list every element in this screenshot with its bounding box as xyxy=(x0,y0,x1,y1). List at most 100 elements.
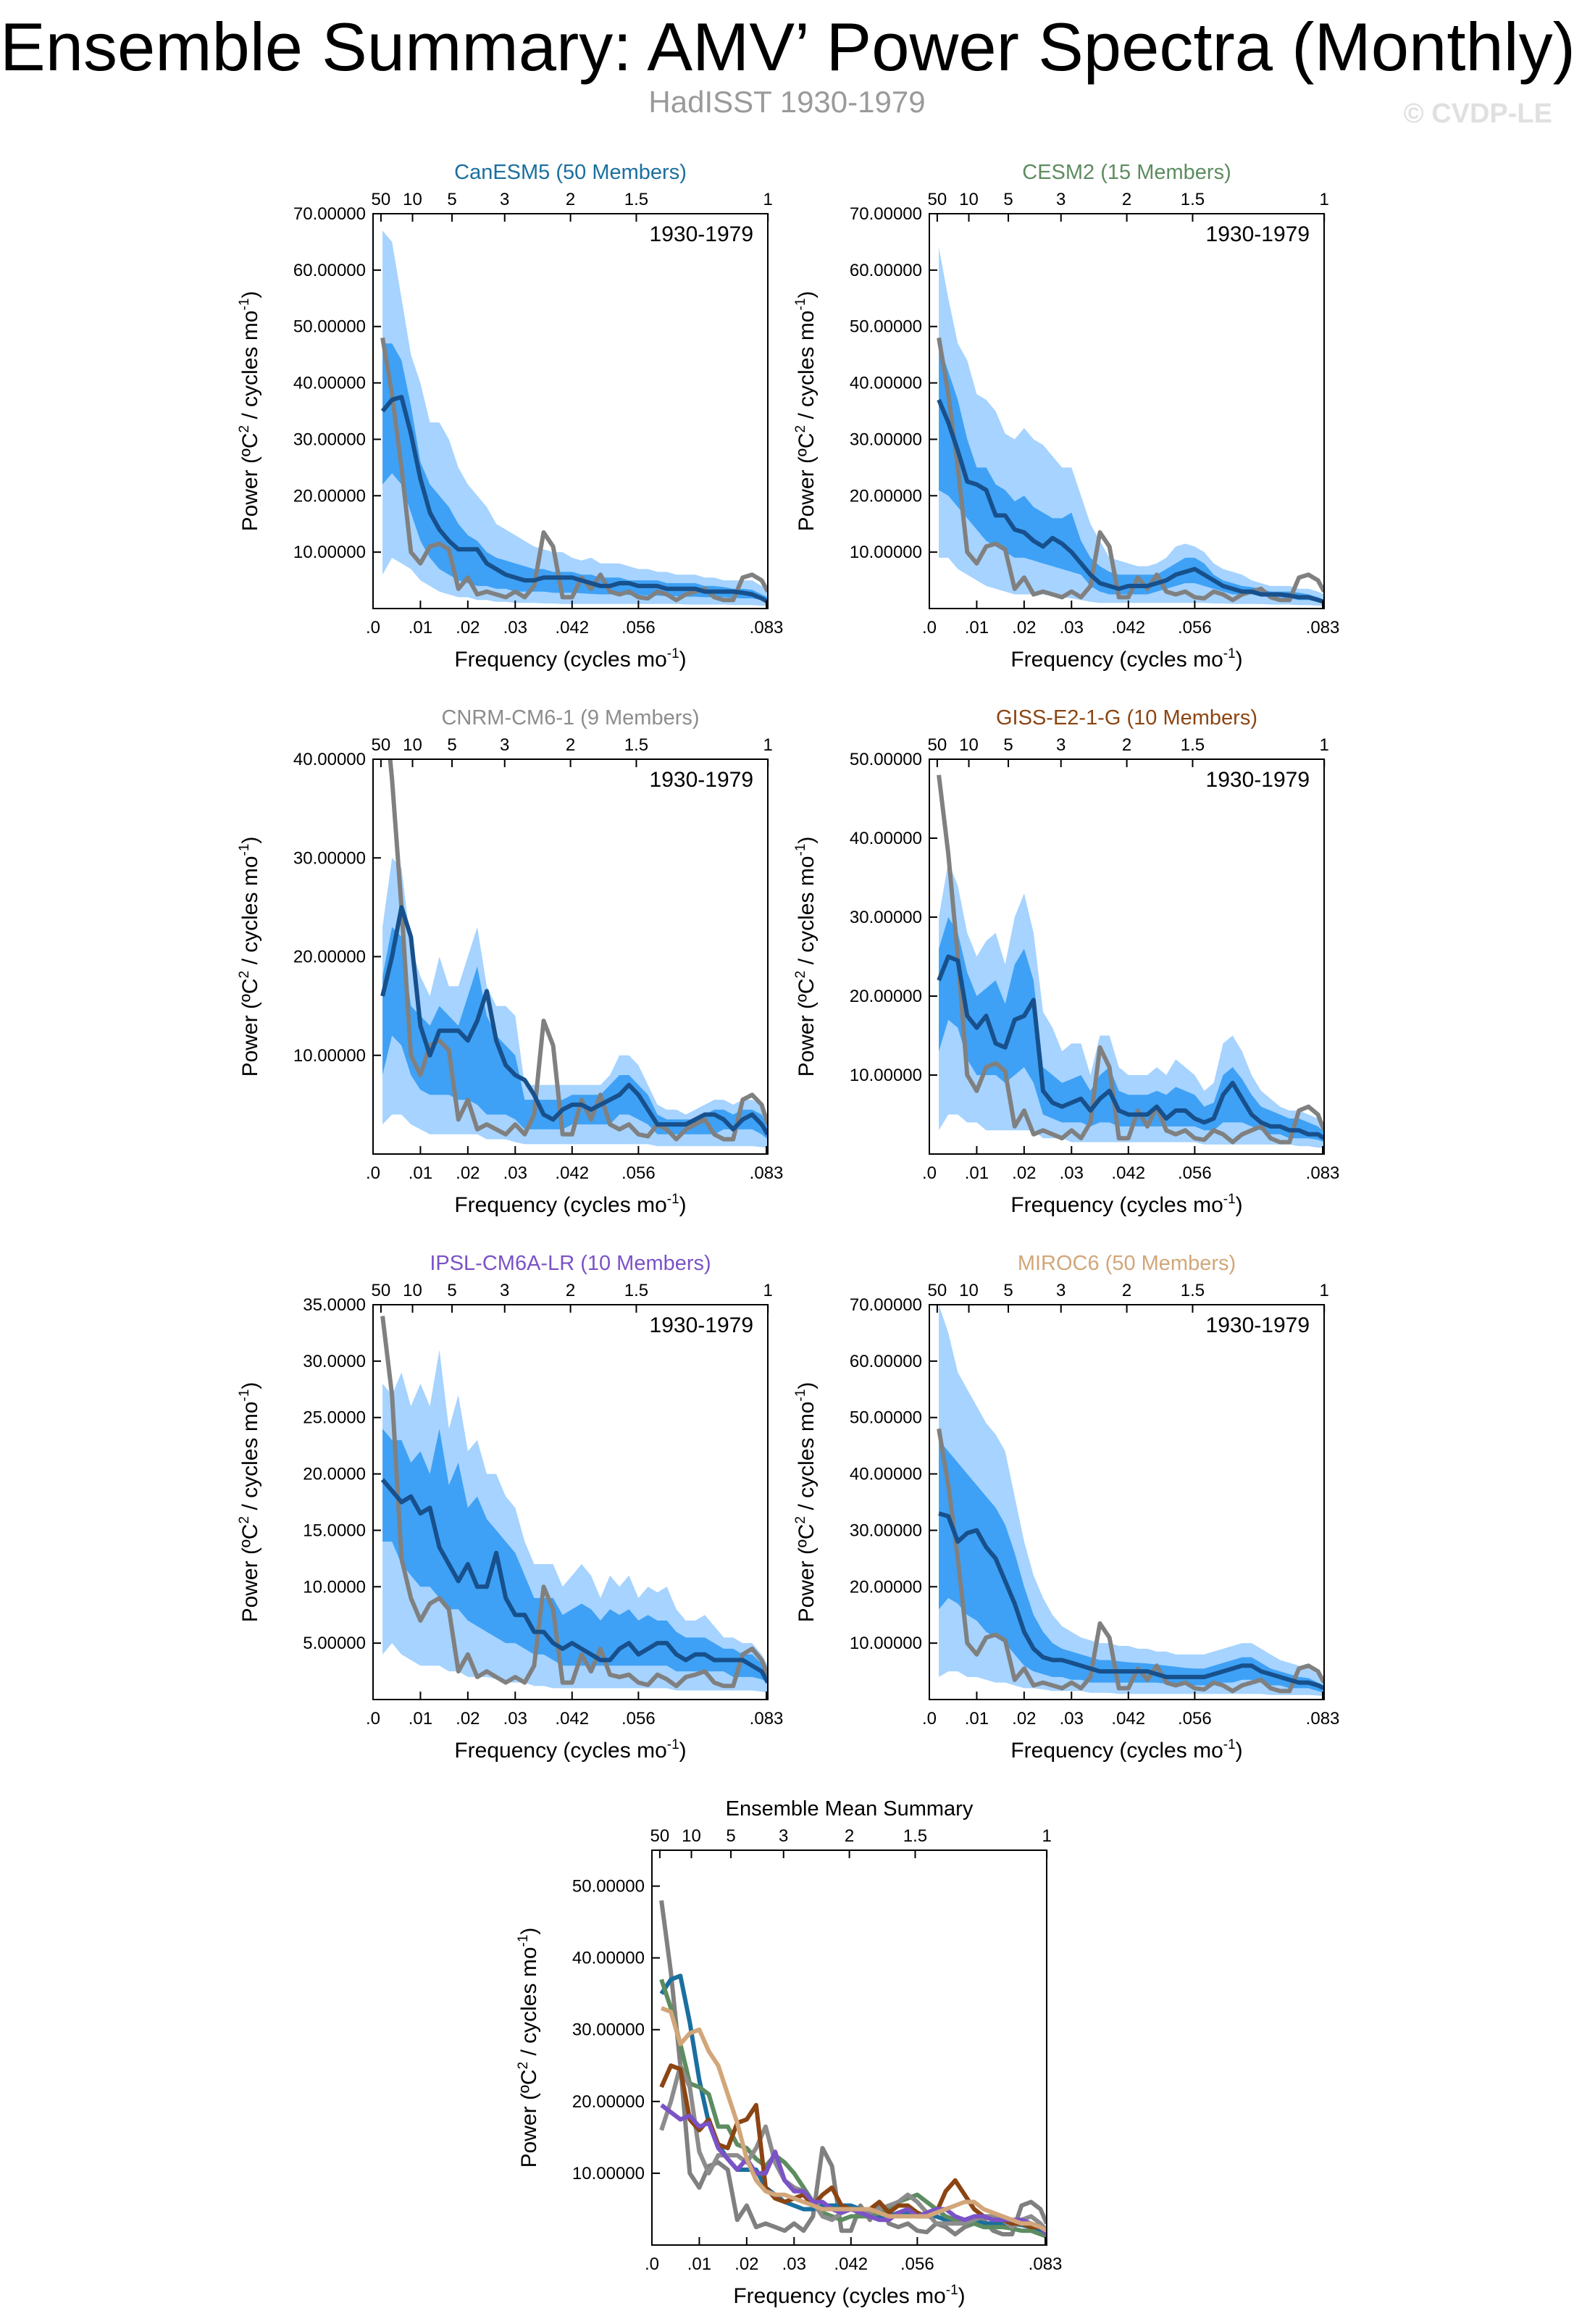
top-tick-label: 2 xyxy=(566,1281,575,1300)
y-tick-label: 30.00000 xyxy=(850,430,922,449)
top-tick-label: 1.5 xyxy=(624,735,648,755)
x-tick-label: .042 xyxy=(834,2254,868,2274)
chart-ensemble-mean-summary: 10.00000 20.00000 30.00000 40.00000 50.00000… xyxy=(516,1797,1062,2308)
x-tick-label: .03 xyxy=(1060,1709,1084,1729)
period-label: 1930-1979 xyxy=(1206,222,1310,246)
top-tick-label: 50 xyxy=(650,1826,670,1846)
y-tick-label: 50.00000 xyxy=(850,750,922,769)
period-label: 1930-1979 xyxy=(650,1313,753,1337)
y-tick-label: 10.00000 xyxy=(850,1066,922,1085)
top-tick-label: 1 xyxy=(1320,190,1329,209)
x-tick-label: .01 xyxy=(965,1709,989,1729)
series-line-miroc6 xyxy=(661,2006,1047,2233)
chart-title: MIROC6 (50 Members) xyxy=(1018,1252,1236,1275)
period-label: 1930-1979 xyxy=(650,768,753,792)
y-tick-label: 50.00000 xyxy=(850,317,922,337)
period-label: 1930-1979 xyxy=(1206,1313,1310,1337)
x-tick-label: .056 xyxy=(1178,618,1212,638)
top-tick-label: 50 xyxy=(928,735,947,755)
chart-title: Ensemble Mean Summary xyxy=(726,1797,974,1821)
top-tick-label: 3 xyxy=(1056,190,1066,209)
y-tick-label: 30.0000 xyxy=(303,1352,366,1371)
y-tick-label: 10.00000 xyxy=(572,2164,645,2183)
top-tick-label: 50 xyxy=(372,190,391,209)
y-tick-label: 50.00000 xyxy=(293,317,366,337)
x-tick-label: .02 xyxy=(456,618,480,638)
y-tick-label: 20.0000 xyxy=(303,1465,366,1484)
y-tick-label: 40.00000 xyxy=(293,374,366,393)
x-tick-label: .03 xyxy=(503,618,527,638)
x-tick-label: .083 xyxy=(750,1709,784,1729)
top-tick-label: 1.5 xyxy=(624,190,648,209)
x-tick-label: .0 xyxy=(922,1163,937,1183)
x-tick-label: .056 xyxy=(900,2254,934,2274)
top-tick-label: 3 xyxy=(779,1826,788,1846)
top-tick-label: 1 xyxy=(1320,1281,1329,1300)
x-axis-label: Frequency (cycles mo-1) xyxy=(733,2283,965,2308)
x-tick-label: .02 xyxy=(1012,618,1036,638)
y-tick-label: 40.00000 xyxy=(850,1465,922,1484)
top-tick-label: 5 xyxy=(1003,1281,1013,1300)
x-tick-label: .02 xyxy=(1012,1163,1036,1183)
chart-cnrm-cm6-1: 10.00000 20.00000 30.00000 40.00000 .0 .01 .02… xyxy=(237,706,783,1217)
top-tick-label: 50 xyxy=(928,1281,947,1300)
chart-miroc6: 10.00000 20.00000 30.00000 40.00000 50.00000… xyxy=(793,1252,1339,1763)
y-tick-label: 70.00000 xyxy=(850,1295,922,1315)
top-tick-label: 10 xyxy=(403,1281,422,1300)
y-tick-label: 20.00000 xyxy=(850,1577,922,1597)
top-tick-label: 50 xyxy=(928,190,947,209)
top-tick-label: 1.5 xyxy=(1181,190,1205,209)
top-tick-label: 1.5 xyxy=(903,1826,927,1846)
range-band-5-95 xyxy=(382,230,768,606)
chart-title: GISS-E2-1-G (10 Members) xyxy=(996,706,1257,730)
y-tick-label: 20.00000 xyxy=(850,486,922,506)
x-tick-label: .01 xyxy=(409,1709,432,1729)
top-tick-label: 5 xyxy=(447,735,456,755)
x-axis-label: Frequency (cycles mo-1) xyxy=(454,1737,686,1763)
range-band-25-75 xyxy=(939,343,1324,603)
observation-line-hadisst xyxy=(937,1428,1324,1694)
y-tick-label: 30.00000 xyxy=(850,908,922,927)
top-tick-label: 1.5 xyxy=(1181,735,1205,755)
ensemble-mean-line xyxy=(937,398,1324,604)
top-tick-label: 1.5 xyxy=(1181,1281,1205,1300)
x-tick-label: .0 xyxy=(366,1709,380,1729)
y-tick-label: 60.00000 xyxy=(293,261,366,280)
observation-line-hadisst xyxy=(937,774,1324,1145)
top-tick-label: 1 xyxy=(763,1281,773,1300)
period-label: 1930-1979 xyxy=(650,222,753,246)
range-band-25-75 xyxy=(939,1439,1324,1693)
top-tick-label: 3 xyxy=(500,1281,509,1300)
x-tick-label: .02 xyxy=(456,1709,480,1729)
chart-title: IPSL-CM6A-LR (10 Members) xyxy=(430,1252,711,1275)
top-tick-label: 50 xyxy=(372,735,391,755)
x-axis-label: Frequency (cycles mo-1) xyxy=(454,646,686,672)
range-band-25-75 xyxy=(382,927,768,1140)
y-tick-label: 20.00000 xyxy=(293,948,366,967)
x-tick-label: .056 xyxy=(621,1163,656,1183)
x-tick-label: .056 xyxy=(1178,1709,1212,1729)
x-tick-label: .042 xyxy=(1111,618,1145,638)
y-axis-label: Power (ºC2 / cycles mo-1) xyxy=(793,291,819,532)
x-tick-label: .0 xyxy=(645,2254,659,2274)
x-tick-label: .01 xyxy=(965,618,989,638)
chart-canesm5: 10.00000 20.00000 30.00000 40.00000 50.00000… xyxy=(237,161,783,672)
y-tick-label: 70.00000 xyxy=(293,204,366,224)
chart-title: CanESM5 (50 Members) xyxy=(454,161,687,184)
y-tick-label: 40.00000 xyxy=(850,374,922,393)
page-title: Ensemble Summary: AMV’ Power Spectra (Mo… xyxy=(0,9,1574,85)
x-tick-label: .0 xyxy=(922,1709,937,1729)
x-tick-label: .042 xyxy=(555,618,589,638)
top-tick-label: 10 xyxy=(682,1826,701,1846)
top-tick-label: 50 xyxy=(372,1281,391,1300)
top-tick-label: 2 xyxy=(566,735,575,755)
top-tick-label: 10 xyxy=(959,1281,979,1300)
y-tick-label: 40.00000 xyxy=(572,1949,645,1968)
plot-frame xyxy=(651,1849,1047,2246)
top-tick-label: 3 xyxy=(1056,1281,1066,1300)
top-tick-label: 2 xyxy=(845,1826,854,1846)
x-tick-label: .042 xyxy=(555,1709,589,1729)
top-tick-label: 1 xyxy=(1042,1826,1052,1846)
top-tick-label: 1.5 xyxy=(624,1281,648,1300)
top-tick-label: 10 xyxy=(959,735,979,755)
